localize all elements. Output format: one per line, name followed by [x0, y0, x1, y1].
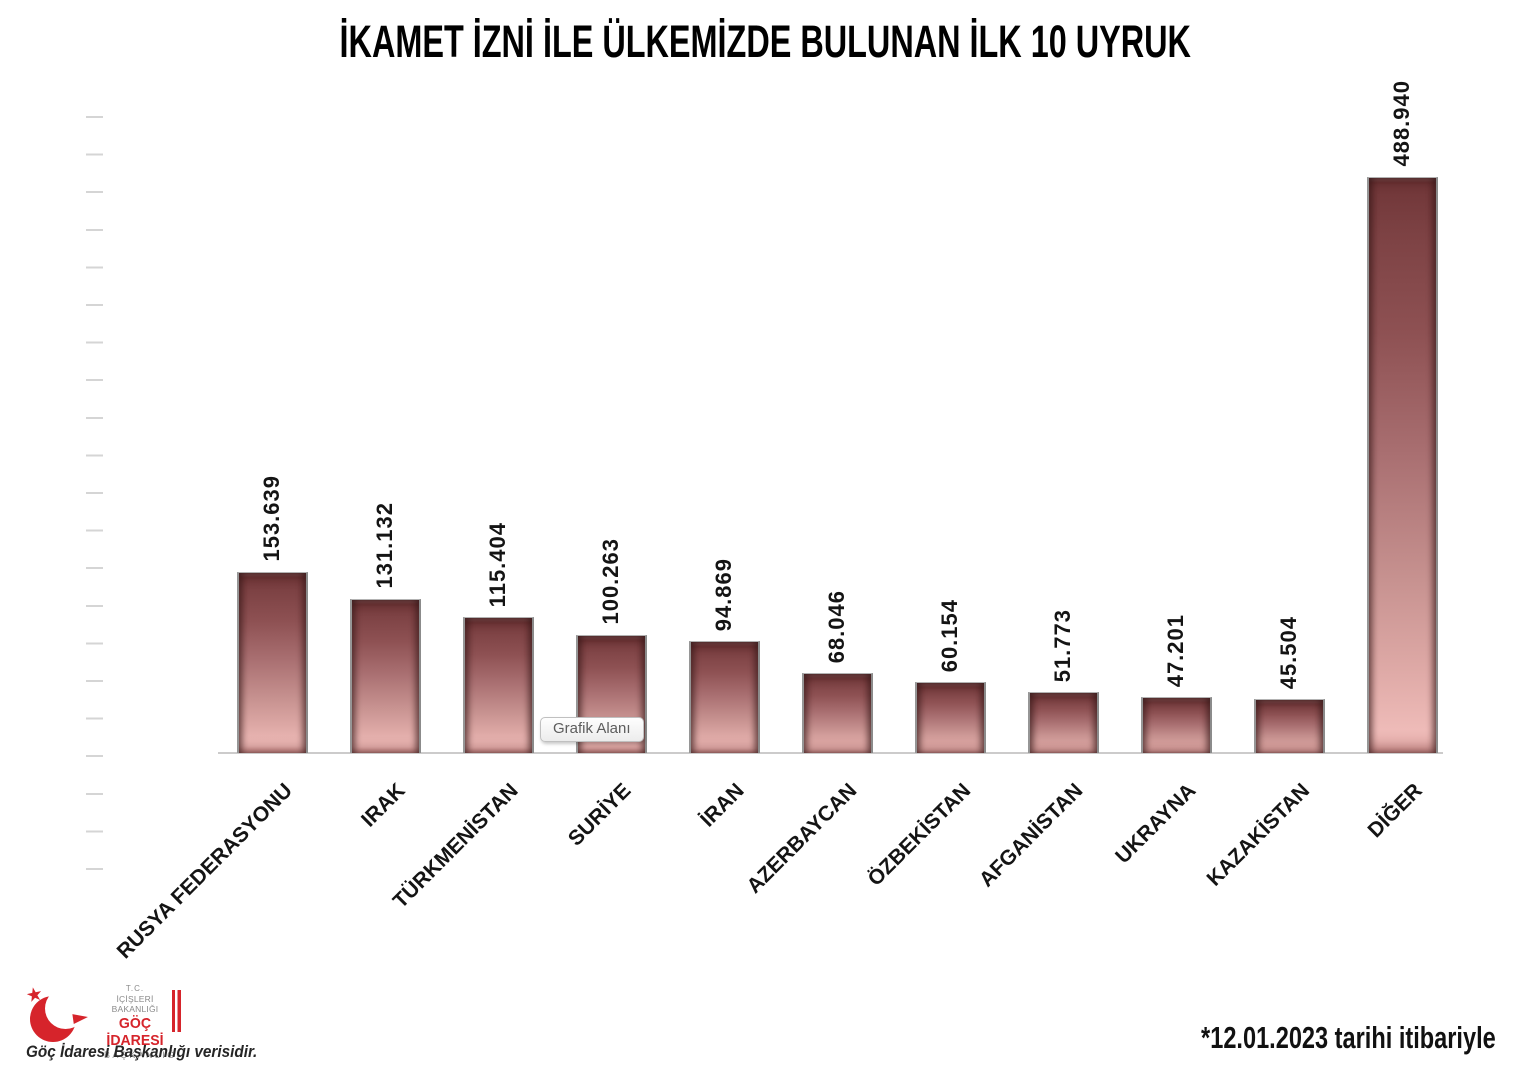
- bar-2[interactable]: [463, 617, 534, 753]
- bar-0[interactable]: [237, 572, 308, 753]
- value-label-3: 100.263: [597, 538, 623, 625]
- category-label-0: RUSYA FEDERASYONU: [112, 779, 297, 964]
- value-label-7: 51.773: [1049, 608, 1075, 682]
- category-label-5: AZERBAYCAN: [742, 779, 862, 898]
- flag-stripes-icon: [172, 990, 181, 1032]
- category-label-3: SURİYE: [564, 779, 636, 851]
- bar-1[interactable]: [350, 599, 421, 753]
- category-label-6: ÖZBEKİSTAN: [863, 779, 975, 891]
- logo-line-baskanligi: BAŞKANLIĞI: [104, 1050, 182, 1060]
- value-label-5: 68.046: [823, 589, 849, 663]
- bar-9[interactable]: [1254, 699, 1325, 753]
- chart-area-tooltip-text: Grafik Alanı: [553, 720, 631, 737]
- value-label-6: 60.154: [936, 598, 962, 672]
- source-caption: Göç İdaresi Başkanlığı verisidir.: [26, 1042, 258, 1061]
- migration-authority-logo: ★ T.C. İÇİŞLERİ BAKANLIĞI GÖÇ İDARESİ BA…: [24, 983, 181, 1060]
- crescent-star-icon: ★: [24, 983, 90, 1042]
- date-note: *12.01.2023 tarihi itibariyle: [1108, 1020, 1496, 1056]
- category-label-10: DİĞER: [1363, 779, 1427, 843]
- category-label-9: KAZAKİSTAN: [1202, 779, 1314, 891]
- value-label-10: 488.940: [1388, 80, 1414, 167]
- logo-text: T.C. İÇİŞLERİ BAKANLIĞI GÖÇ İDARESİ BAŞK…: [102, 984, 182, 1060]
- category-label-8: UKRAYNA: [1111, 779, 1201, 869]
- bar-8[interactable]: [1141, 697, 1212, 753]
- value-label-2: 115.404: [484, 521, 510, 607]
- y-axis-ticks: [86, 116, 103, 874]
- category-label-7: AFGANİSTAN: [975, 779, 1088, 892]
- chart-area-tooltip: Grafik Alanı: [540, 717, 644, 742]
- x-axis-line: [218, 752, 1443, 754]
- value-label-0: 153.639: [258, 475, 284, 562]
- bar-4[interactable]: [689, 641, 760, 753]
- logo-line-tc: T.C.: [125, 984, 145, 993]
- category-label-1: IRAK: [357, 779, 410, 832]
- category-label-4: İRAN: [696, 779, 749, 832]
- value-label-9: 45.504: [1275, 615, 1301, 689]
- category-label-2: TÜRKMENİSTAN: [388, 779, 523, 913]
- star-icon: ★: [24, 983, 46, 1008]
- logo-line-goc-idaresi: GÖÇ İDARESİ: [106, 1015, 164, 1049]
- page-title: İKAMET İZNİ İLE ÜLKEMİZDE BULUNAN İLK 10…: [0, 16, 1530, 68]
- bar-7[interactable]: [1028, 692, 1099, 753]
- bar-6[interactable]: [915, 682, 986, 753]
- bar-5[interactable]: [802, 673, 873, 753]
- date-note-text: *12.01.2023 tarihi itibariyle: [1201, 1020, 1496, 1055]
- value-label-1: 131.132: [371, 502, 397, 589]
- value-label-8: 47.201: [1162, 613, 1188, 687]
- logo-line-ministry: İÇİŞLERİ BAKANLIĞI: [111, 994, 159, 1014]
- bar-10[interactable]: [1367, 177, 1438, 753]
- page-title-text: İKAMET İZNİ İLE ÜLKEMİZDE BULUNAN İLK 10…: [339, 16, 1191, 67]
- value-label-4: 94.869: [710, 557, 736, 631]
